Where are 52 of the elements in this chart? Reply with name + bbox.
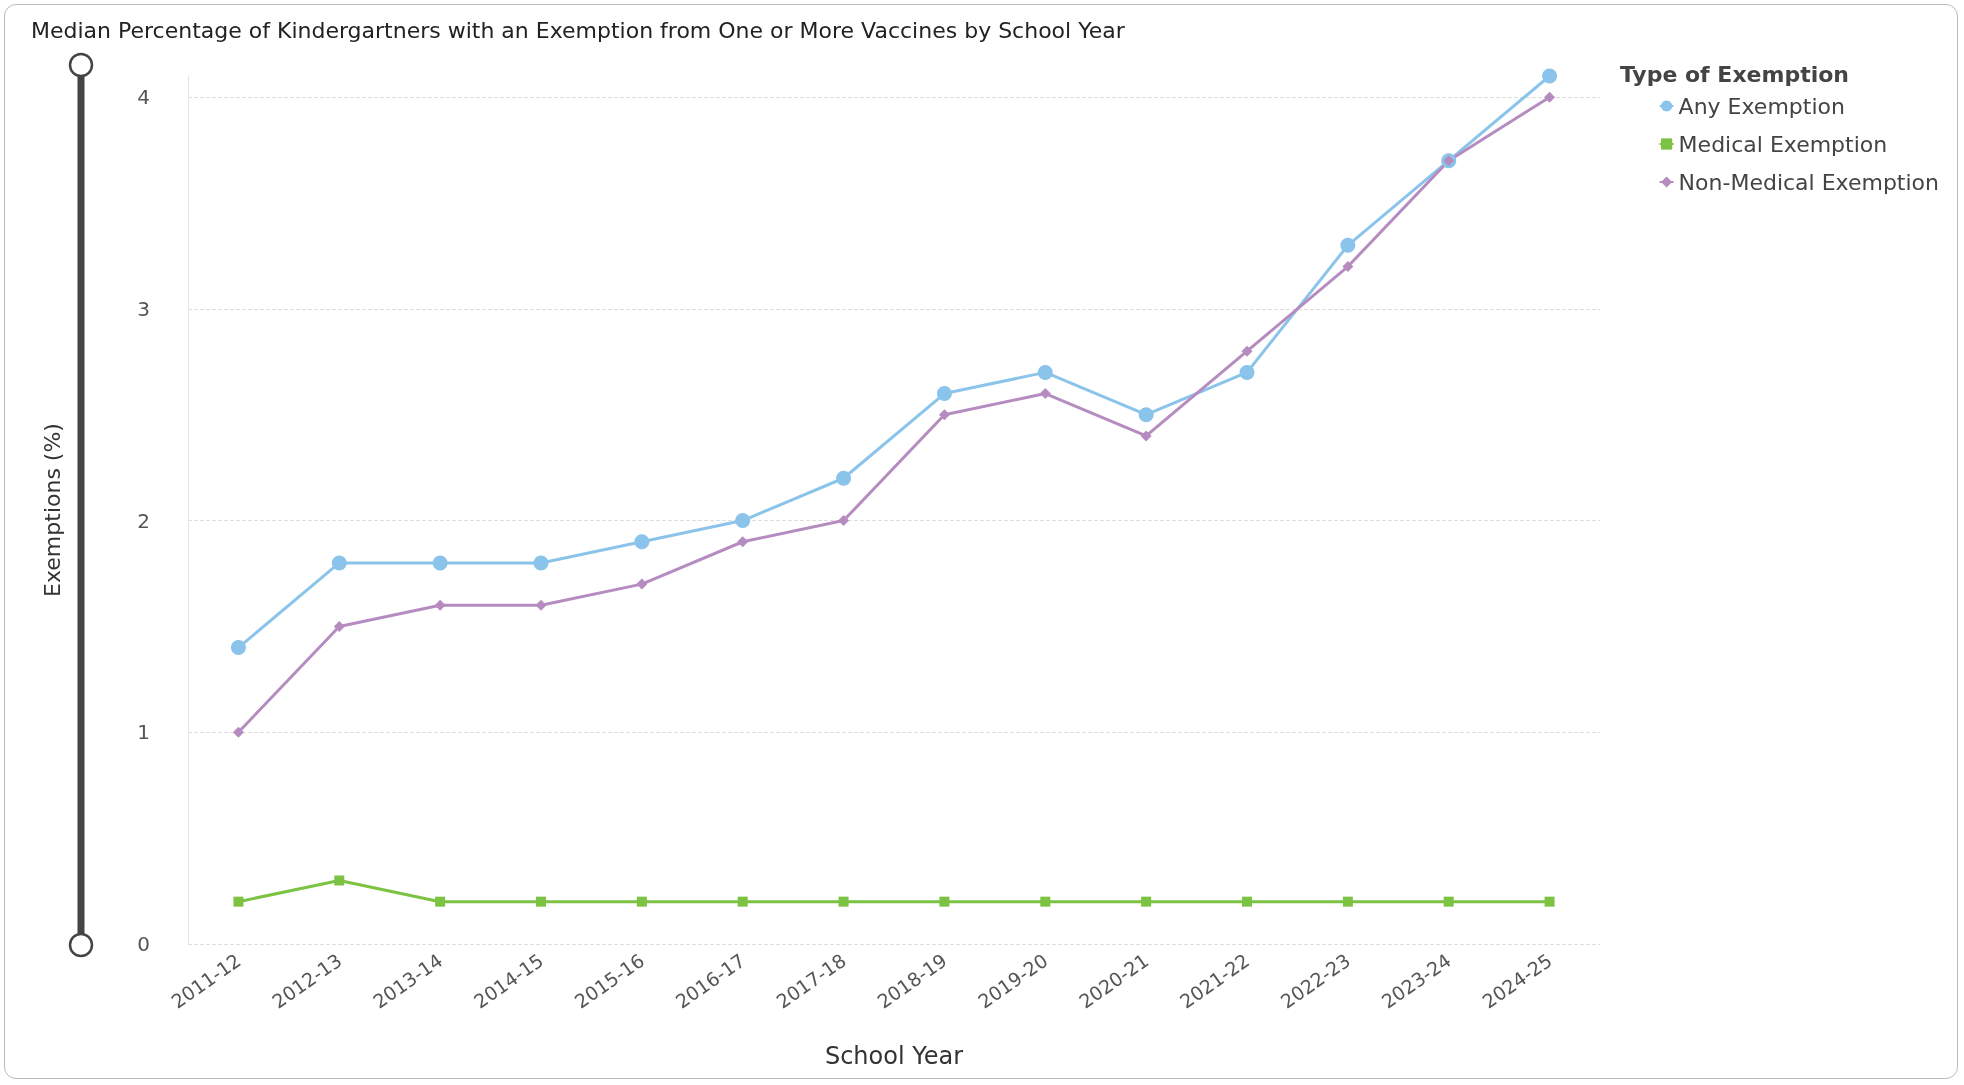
point <box>1239 364 1255 380</box>
point <box>737 896 748 907</box>
point <box>1241 345 1253 357</box>
point <box>838 515 850 527</box>
point <box>838 896 849 907</box>
point <box>432 555 448 571</box>
point <box>1544 91 1556 103</box>
point <box>1039 388 1051 400</box>
legend-title: Type of Exemption <box>1619 61 1850 87</box>
point <box>1542 68 1558 84</box>
point <box>636 896 647 907</box>
legend-label: Any Exemption <box>1678 93 1845 119</box>
y-axis-title: Exemptions (%) <box>39 423 65 597</box>
point <box>1342 261 1354 273</box>
point <box>1242 896 1252 907</box>
point <box>636 578 648 590</box>
point <box>939 896 950 907</box>
point <box>334 875 345 886</box>
point <box>634 534 650 550</box>
point <box>434 599 446 611</box>
point <box>536 896 546 907</box>
point <box>1340 237 1356 253</box>
point <box>232 726 244 738</box>
point <box>1342 896 1353 907</box>
y-tick-label: 2 <box>137 508 150 533</box>
point <box>333 620 345 632</box>
point <box>435 896 446 907</box>
point <box>936 386 952 402</box>
point <box>1443 896 1454 907</box>
point <box>938 409 950 421</box>
point <box>535 599 547 611</box>
x-axis-title: School Year <box>824 1042 964 1070</box>
y-tick-label: 3 <box>137 296 150 321</box>
y-tick-label: 4 <box>137 85 150 110</box>
point <box>1544 896 1555 907</box>
y-tick-label: 1 <box>137 720 150 745</box>
y-tick-label: 0 <box>137 932 150 956</box>
point <box>233 896 244 907</box>
point <box>533 555 549 571</box>
point <box>735 513 751 529</box>
point <box>1037 364 1053 380</box>
point <box>1141 896 1152 907</box>
chart-title: Median Percentage of Kindergartners with an Exemption from One or More Vaccines by School Year <box>31 17 1126 43</box>
point <box>230 640 246 656</box>
point <box>1040 896 1051 907</box>
legend-label: Non-Medical Exemption <box>1678 169 1939 195</box>
point <box>836 470 852 486</box>
legend-label: Medical Exemption <box>1678 131 1888 157</box>
point <box>737 536 749 548</box>
point <box>331 555 347 571</box>
point <box>1138 407 1154 423</box>
point <box>1140 430 1152 442</box>
